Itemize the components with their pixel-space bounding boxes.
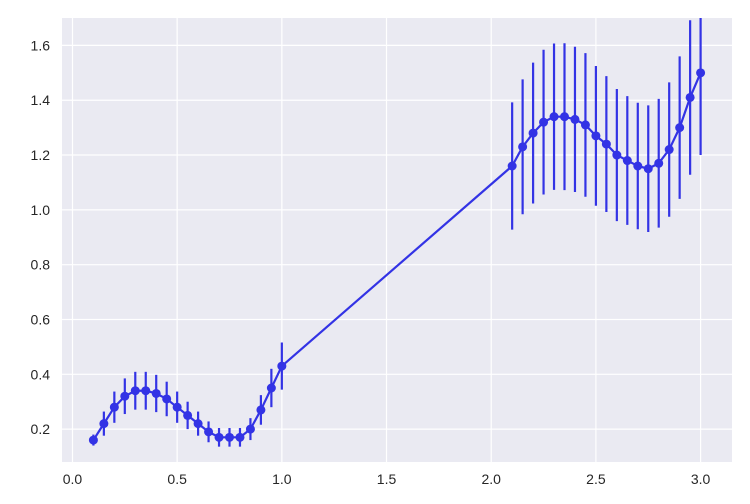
marker	[267, 384, 276, 393]
marker	[194, 419, 203, 428]
marker	[225, 433, 234, 442]
svg-text:0.2: 0.2	[31, 421, 51, 437]
svg-text:2.0: 2.0	[481, 471, 501, 487]
marker	[623, 156, 632, 165]
svg-text:1.4: 1.4	[31, 92, 51, 108]
marker	[529, 129, 538, 138]
marker	[539, 118, 548, 127]
marker	[183, 411, 192, 420]
marker	[131, 386, 140, 395]
marker	[204, 427, 213, 436]
svg-text:1.2: 1.2	[31, 147, 51, 163]
chart-svg: 0.0 0.5 1.0 1.5 2.0 2.5 3.0 0.2 0.4 0.6 0.8 1.0 1.2 1…	[0, 0, 750, 504]
svg-text:1.0: 1.0	[272, 471, 292, 487]
marker	[654, 159, 663, 168]
svg-text:1.5: 1.5	[377, 471, 397, 487]
marker	[89, 436, 98, 445]
marker	[675, 123, 684, 132]
svg-text:0.6: 0.6	[31, 311, 51, 327]
marker	[152, 389, 161, 398]
plot-area	[62, 18, 732, 462]
marker	[215, 433, 224, 442]
svg-text:3.0: 3.0	[691, 471, 711, 487]
marker	[633, 162, 642, 171]
marker	[644, 164, 653, 173]
marker	[508, 162, 517, 171]
marker	[277, 362, 286, 371]
marker	[235, 433, 244, 442]
svg-text:0.4: 0.4	[31, 366, 51, 382]
marker	[612, 151, 621, 160]
marker	[550, 112, 559, 121]
svg-text:1.0: 1.0	[31, 202, 51, 218]
marker	[665, 145, 674, 154]
marker	[162, 394, 171, 403]
marker	[110, 403, 119, 412]
svg-text:0.0: 0.0	[63, 471, 83, 487]
marker	[686, 93, 695, 102]
marker	[120, 392, 129, 401]
marker	[696, 68, 705, 77]
marker	[99, 419, 108, 428]
svg-text:0.8: 0.8	[31, 257, 51, 273]
marker	[518, 142, 527, 151]
marker	[246, 425, 255, 434]
svg-text:2.5: 2.5	[586, 471, 606, 487]
marker	[141, 386, 150, 395]
svg-text:1.6: 1.6	[31, 37, 51, 53]
marker	[560, 112, 569, 121]
svg-text:0.5: 0.5	[167, 471, 187, 487]
marker	[173, 403, 182, 412]
marker	[602, 140, 611, 149]
marker	[581, 120, 590, 129]
marker	[591, 131, 600, 140]
marker	[570, 115, 579, 124]
errorbar-chart: 0.0 0.5 1.0 1.5 2.0 2.5 3.0 0.2 0.4 0.6 0.8 1.0 1.2 1…	[0, 0, 750, 504]
marker	[256, 405, 265, 414]
